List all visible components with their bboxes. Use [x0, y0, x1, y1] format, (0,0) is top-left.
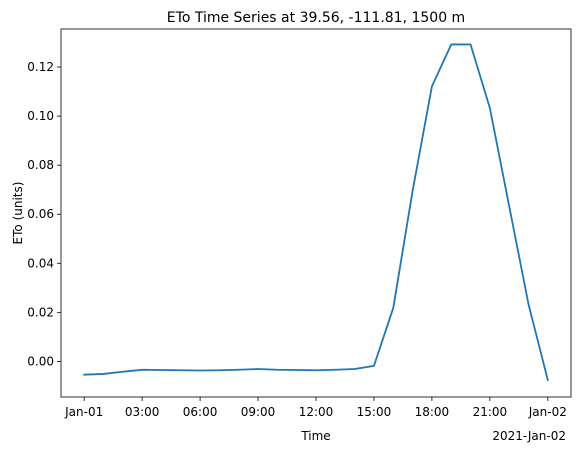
y-tick-label: 0.12 [27, 60, 54, 74]
x-tick-label: 21:00 [473, 405, 508, 419]
x-tick-label: 18:00 [415, 405, 450, 419]
x-tick-label: 15:00 [357, 405, 392, 419]
y-tick-label: 0.08 [27, 158, 54, 172]
x-tick-label: 09:00 [241, 405, 276, 419]
x-axis-offset-label: 2021-Jan-02 [492, 429, 566, 443]
x-tick-label: 06:00 [183, 405, 218, 419]
y-tick-label: 0.06 [27, 207, 54, 221]
x-tick-label: Jan-01 [64, 405, 103, 419]
x-tick-label: Jan-02 [528, 405, 567, 419]
x-tick-label: 12:00 [299, 405, 334, 419]
chart-title: ETo Time Series at 39.56, -111.81, 1500 … [167, 10, 465, 26]
y-tick-label: 0.02 [27, 305, 54, 319]
y-tick-label: 0.04 [27, 256, 54, 270]
x-tick-label: 03:00 [125, 405, 160, 419]
y-tick-label: 0.10 [27, 109, 54, 123]
y-tick-label: 0.00 [27, 354, 54, 368]
y-axis-label: ETo (units) [11, 182, 25, 245]
x-axis-label: Time [300, 429, 330, 443]
